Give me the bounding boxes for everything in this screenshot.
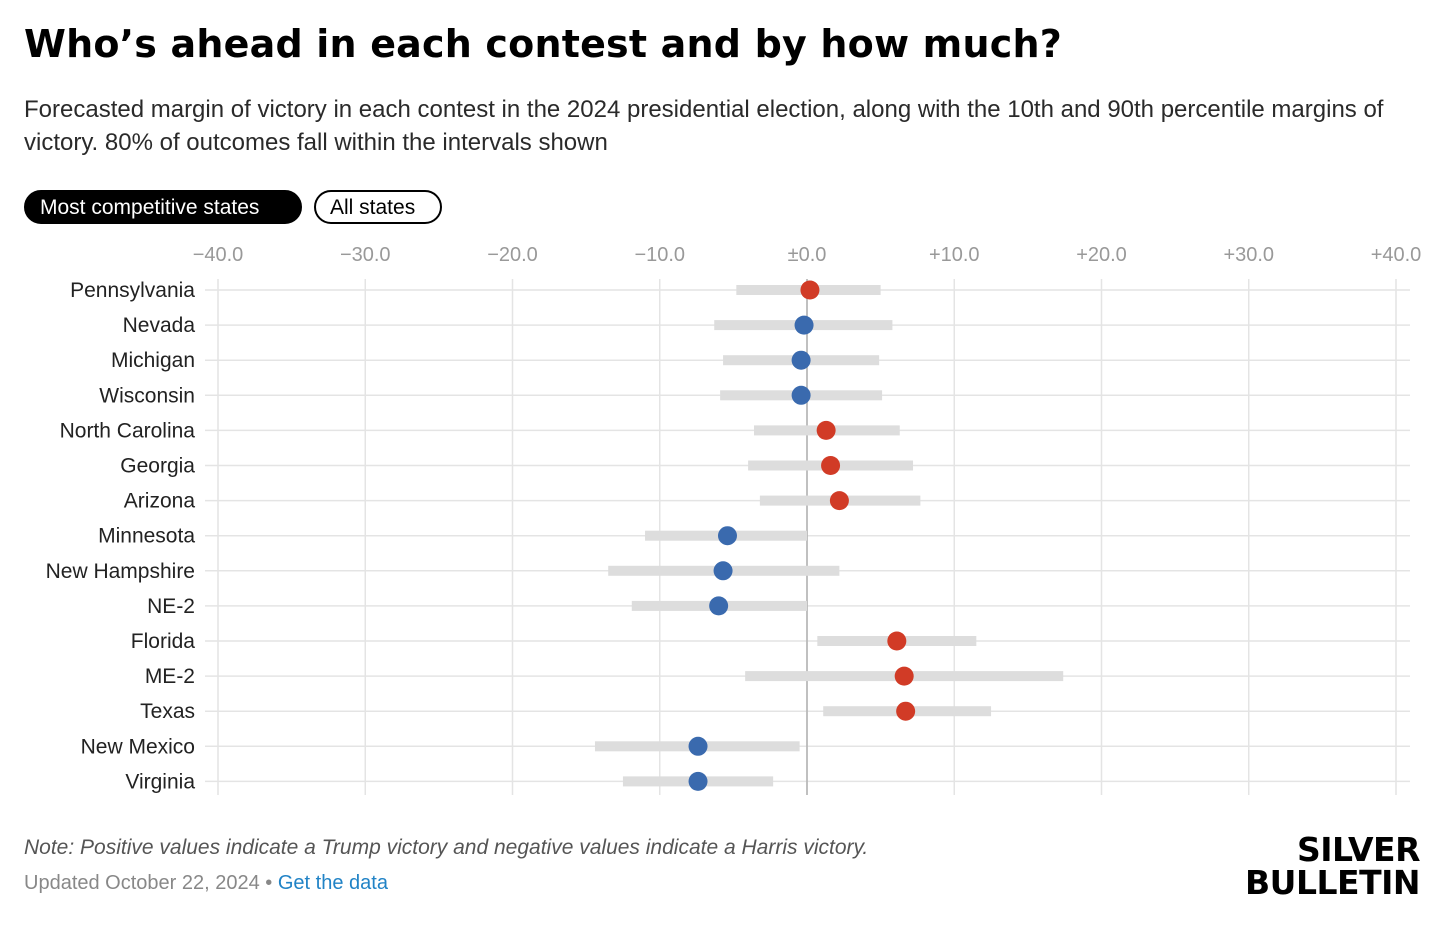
- x-tick-label: −30.0: [340, 244, 391, 266]
- state-label: Florida: [131, 630, 196, 653]
- state-row: Minnesota: [98, 525, 807, 548]
- all-states-toggle[interactable]: All states: [314, 190, 442, 224]
- margin-dot: [717, 526, 737, 546]
- state-label: New Hampshire: [46, 560, 195, 583]
- updated-line: Updated October 22, 2024 • Get the data: [24, 872, 388, 895]
- x-tick-label: +10.0: [929, 244, 980, 266]
- margin-dot: [709, 596, 729, 616]
- state-rows: Pennsylvania Nevada Michigan Wisconsin North…: [46, 279, 1064, 793]
- logo-line-2: BULLETIN: [1245, 863, 1420, 902]
- margin-dot: [794, 315, 814, 335]
- margin-dot: [896, 701, 916, 721]
- margin-dot: [688, 736, 708, 756]
- chart-title: Who’s ahead in each contest and by how m…: [24, 22, 1062, 66]
- state-label: Virginia: [125, 770, 195, 793]
- state-row: ME-2: [145, 665, 1064, 688]
- margin-dot: [821, 456, 841, 475]
- margin-dot: [816, 420, 836, 440]
- margin-dot: [791, 350, 811, 370]
- margin-dot: [887, 631, 907, 651]
- state-row: Michigan: [111, 349, 880, 372]
- state-row: Florida: [131, 630, 977, 653]
- state-label: Wisconsin: [99, 384, 195, 407]
- margin-dot: [829, 491, 849, 511]
- state-row: NE-2: [147, 595, 807, 618]
- state-label: Georgia: [120, 455, 195, 478]
- margin-dot: [688, 771, 708, 791]
- state-row: Virginia: [125, 770, 774, 793]
- logo-line-1: SILVER: [1296, 830, 1421, 869]
- state-row: North Carolina: [60, 419, 900, 442]
- state-row: Pennsylvania: [70, 279, 881, 302]
- get-data-link[interactable]: Get the data: [277, 872, 388, 894]
- updated-date: Updated October 22, 2024: [24, 872, 260, 894]
- state-label: Pennsylvania: [70, 279, 195, 302]
- state-label: Texas: [140, 700, 195, 723]
- state-label: Minnesota: [98, 525, 195, 548]
- state-row: Wisconsin: [99, 384, 883, 407]
- x-tick-label: −10.0: [634, 244, 685, 266]
- state-label: Nevada: [123, 314, 196, 337]
- x-tick-label: ±0.0: [788, 244, 827, 266]
- margin-dot: [800, 280, 820, 300]
- state-label: North Carolina: [60, 419, 196, 442]
- x-tick-label: +20.0: [1076, 244, 1127, 266]
- state-label: NE-2: [147, 595, 195, 618]
- silver-bulletin-logo: SILVER BULLETIN: [1240, 833, 1420, 899]
- x-tick-label: −40.0: [193, 244, 244, 266]
- most-competitive-toggle[interactable]: Most competitive states: [24, 190, 302, 224]
- state-label: ME-2: [145, 665, 195, 688]
- state-row: New Mexico: [81, 735, 800, 758]
- x-axis-ticks: −40.0 −30.0 −20.0 −10.0 ±0.0 +10.0 +20.0 +30.0 +…: [193, 244, 1422, 266]
- margin-dot: [894, 666, 914, 686]
- margin-dot: [713, 561, 733, 581]
- x-tick-label: +40.0: [1371, 244, 1422, 266]
- state-row: Texas: [140, 700, 992, 723]
- state-label: New Mexico: [81, 735, 195, 758]
- state-label: Arizona: [124, 490, 196, 513]
- separator-dot: •: [259, 872, 278, 894]
- x-tick-label: −20.0: [487, 244, 538, 266]
- state-label: Michigan: [111, 349, 195, 372]
- chart-subtitle: Forecasted margin of victory in each con…: [24, 96, 1384, 156]
- state-row: Georgia: [120, 455, 914, 478]
- state-row: Arizona: [124, 490, 921, 513]
- x-tick-label: +30.0: [1223, 244, 1274, 266]
- margin-dot: [791, 385, 811, 405]
- state-row: New Hampshire: [46, 560, 840, 583]
- margin-chart: −40.0 −30.0 −20.0 −10.0 ±0.0 +10.0 +20.0 +30.0 +…: [46, 244, 1422, 795]
- footnote: Note: Positive values indicate a Trump v…: [24, 836, 869, 859]
- state-row: Nevada: [123, 314, 893, 337]
